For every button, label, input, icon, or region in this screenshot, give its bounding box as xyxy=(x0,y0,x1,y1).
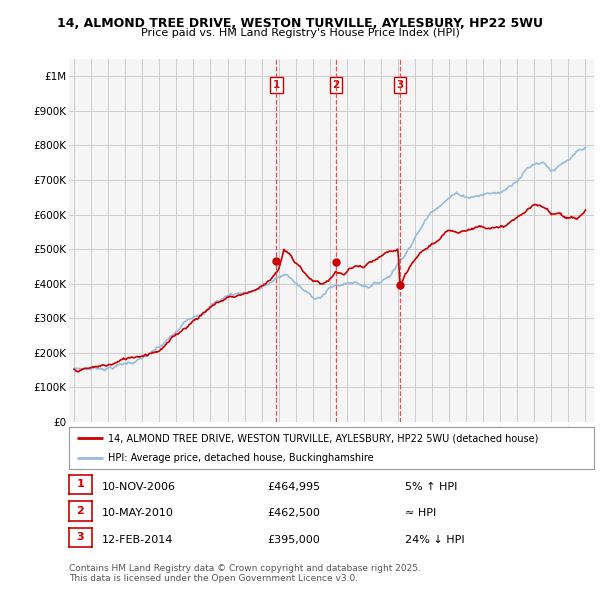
Text: 3: 3 xyxy=(397,80,404,90)
Text: £464,995: £464,995 xyxy=(267,482,320,491)
Text: Price paid vs. HM Land Registry's House Price Index (HPI): Price paid vs. HM Land Registry's House … xyxy=(140,28,460,38)
Text: 1: 1 xyxy=(272,80,280,90)
Text: 2: 2 xyxy=(332,80,340,90)
Text: £462,500: £462,500 xyxy=(267,509,320,518)
Text: 1: 1 xyxy=(77,480,84,489)
Text: 24% ↓ HPI: 24% ↓ HPI xyxy=(405,535,464,545)
Text: 12-FEB-2014: 12-FEB-2014 xyxy=(102,535,173,545)
Text: 5% ↑ HPI: 5% ↑ HPI xyxy=(405,482,457,491)
Text: 14, ALMOND TREE DRIVE, WESTON TURVILLE, AYLESBURY, HP22 5WU: 14, ALMOND TREE DRIVE, WESTON TURVILLE, … xyxy=(57,17,543,30)
Text: £395,000: £395,000 xyxy=(267,535,320,545)
Text: HPI: Average price, detached house, Buckinghamshire: HPI: Average price, detached house, Buck… xyxy=(109,454,374,463)
Text: 2: 2 xyxy=(77,506,84,516)
Text: 10-MAY-2010: 10-MAY-2010 xyxy=(102,509,174,518)
Text: 10-NOV-2006: 10-NOV-2006 xyxy=(102,482,176,491)
Text: 14, ALMOND TREE DRIVE, WESTON TURVILLE, AYLESBURY, HP22 5WU (detached house): 14, ALMOND TREE DRIVE, WESTON TURVILLE, … xyxy=(109,434,539,444)
Text: 3: 3 xyxy=(77,533,84,542)
Text: ≈ HPI: ≈ HPI xyxy=(405,509,436,518)
Text: Contains HM Land Registry data © Crown copyright and database right 2025.
This d: Contains HM Land Registry data © Crown c… xyxy=(69,563,421,583)
